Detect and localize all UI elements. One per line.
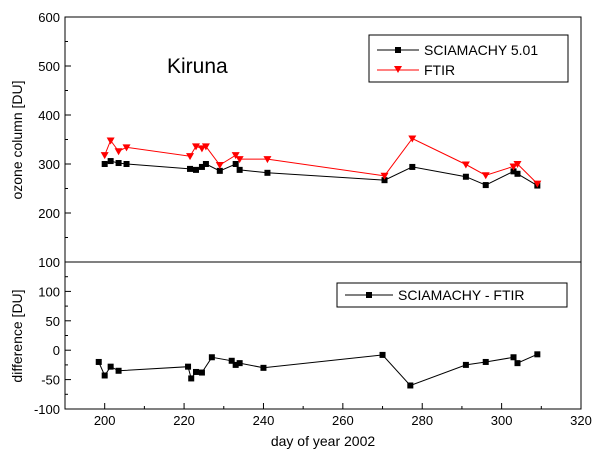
- data-point: [188, 375, 195, 382]
- data-point: [191, 143, 200, 151]
- data-point: [208, 354, 215, 361]
- top-y-axis-label: ozone column [DU]: [9, 80, 25, 199]
- x-axis: 200 220 240 260 280 300 320: [64, 403, 592, 428]
- data-point: [106, 137, 115, 145]
- y-tick-label: 200: [38, 206, 60, 221]
- data-point: [514, 170, 521, 177]
- legend-label-difference: SCIAMACHY - FTIR: [398, 287, 525, 303]
- y-tick-label: 400: [38, 108, 60, 123]
- top-y-axis: 100 200 300 400 500 600: [38, 10, 71, 270]
- series-line: [98, 353, 538, 387]
- station-annotation: Kiruna: [167, 55, 228, 78]
- data-point: [95, 358, 102, 365]
- data-point: [263, 156, 272, 164]
- data-point: [380, 172, 389, 180]
- data-point: [101, 161, 108, 167]
- data-point: [192, 368, 199, 375]
- x-tick-label: 280: [411, 413, 433, 428]
- data-point: [461, 161, 470, 169]
- data-point: [510, 168, 517, 175]
- top-legend-box: [368, 34, 569, 83]
- data-point: [235, 156, 244, 164]
- y-tick-label: -100: [34, 402, 60, 417]
- data-point: [201, 143, 210, 151]
- data-point: [122, 144, 131, 152]
- data-point: [509, 163, 518, 171]
- top-legend: SCIAMACHY 5.01 FTIR: [368, 34, 569, 83]
- data-point: [231, 152, 240, 160]
- data-point: [202, 161, 209, 167]
- legend-label-ftir: FTIR: [424, 62, 455, 78]
- data-point: [534, 351, 541, 358]
- y-tick-label: -50: [41, 373, 60, 388]
- legend-marker-ftir: [394, 66, 402, 73]
- data-point: [216, 167, 223, 174]
- data-point: [514, 360, 521, 367]
- data-point: [379, 351, 386, 358]
- data-point: [100, 152, 109, 160]
- x-axis-label: day of year 2002: [271, 433, 376, 449]
- y-tick-label: 50: [46, 314, 60, 329]
- data-point: [186, 153, 195, 161]
- x-tick-label: 300: [491, 413, 513, 428]
- data-point: [187, 165, 194, 172]
- data-point: [185, 363, 192, 370]
- x-tick-label: 260: [332, 413, 354, 428]
- data-point: [533, 180, 542, 188]
- data-point: [260, 364, 267, 371]
- legend-marker-difference: [366, 292, 372, 298]
- data-point: [408, 135, 417, 143]
- series-line: [104, 160, 538, 187]
- data-point: [462, 173, 469, 180]
- bottom-series-group: [95, 351, 541, 389]
- y-tick-label: 0: [53, 343, 60, 358]
- bottom-legend: SCIAMACHY - FTIR: [336, 282, 568, 308]
- y-tick-label: 100: [38, 284, 60, 299]
- data-point: [462, 361, 469, 368]
- y-tick-label: 500: [38, 59, 60, 74]
- data-point: [107, 158, 114, 165]
- data-point: [482, 358, 489, 365]
- data-point: [409, 163, 416, 170]
- x-tick-label: 200: [94, 413, 116, 428]
- x-tick-label: 320: [570, 413, 592, 428]
- data-point: [198, 369, 205, 376]
- data-point: [197, 145, 206, 153]
- data-point: [115, 160, 122, 167]
- y-tick-label: 600: [38, 10, 60, 25]
- data-point: [232, 361, 239, 368]
- data-point: [123, 161, 130, 167]
- data-point: [114, 148, 123, 156]
- data-point: [236, 360, 243, 367]
- data-point: [407, 382, 414, 389]
- data-point: [236, 166, 243, 173]
- top-panel: 100 200 300 400 500 600 ozone column [DU] Kir…: [9, 10, 582, 270]
- data-point: [264, 169, 271, 176]
- data-point: [115, 367, 122, 374]
- data-point: [381, 177, 388, 184]
- y-tick-label: 300: [38, 157, 60, 172]
- data-point: [107, 363, 114, 370]
- x-tick-label: 220: [173, 413, 195, 428]
- bottom-y-axis-label: difference [DU]: [9, 289, 25, 382]
- series-line: [104, 137, 538, 184]
- legend-label-sciamachy: SCIAMACHY 5.01: [424, 42, 538, 58]
- data-point: [481, 172, 490, 180]
- bottom-panel: -100 -50 0 50 100 difference [DU] SCIAMACHY …: [9, 261, 582, 417]
- legend-marker-sciamachy: [395, 47, 401, 53]
- data-point: [482, 182, 489, 189]
- y-tick-label: 100: [38, 255, 60, 270]
- data-point: [215, 161, 224, 169]
- data-point: [198, 163, 205, 170]
- top-series-group: [100, 135, 542, 189]
- data-point: [228, 357, 235, 364]
- data-point: [192, 166, 199, 173]
- data-point: [513, 161, 522, 168]
- data-point: [510, 354, 517, 361]
- x-tick-label: 240: [253, 413, 275, 428]
- bottom-y-axis: -100 -50 0 50 100: [34, 276, 71, 417]
- data-point: [101, 372, 108, 379]
- data-point: [232, 161, 239, 167]
